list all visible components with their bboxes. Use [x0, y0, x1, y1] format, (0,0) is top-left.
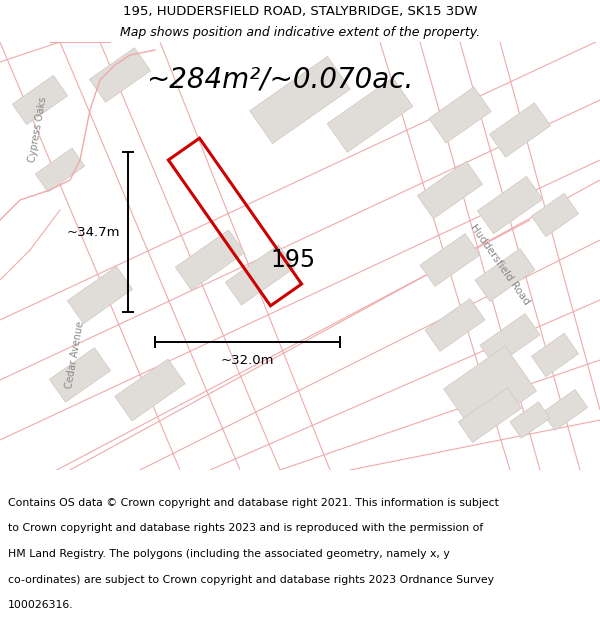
Polygon shape: [443, 346, 536, 434]
Text: Cedar Avenue: Cedar Avenue: [64, 321, 86, 389]
Polygon shape: [429, 87, 491, 143]
Polygon shape: [115, 359, 185, 421]
Polygon shape: [490, 102, 551, 158]
Text: Map shows position and indicative extent of the property.: Map shows position and indicative extent…: [120, 26, 480, 39]
Polygon shape: [250, 56, 350, 144]
Polygon shape: [226, 245, 295, 305]
Text: ~32.0m: ~32.0m: [221, 354, 274, 367]
Polygon shape: [67, 266, 133, 324]
Text: 195, HUDDERSFIELD ROAD, STALYBRIDGE, SK15 3DW: 195, HUDDERSFIELD ROAD, STALYBRIDGE, SK1…: [123, 5, 477, 18]
Text: Huddersfield Road: Huddersfield Road: [469, 223, 532, 307]
Polygon shape: [35, 148, 85, 192]
Polygon shape: [327, 78, 413, 152]
Polygon shape: [89, 48, 151, 102]
Text: ~284m²/~0.070ac.: ~284m²/~0.070ac.: [146, 66, 413, 94]
Polygon shape: [542, 389, 587, 431]
Text: HM Land Registry. The polygons (including the associated geometry, namely x, y: HM Land Registry. The polygons (includin…: [8, 549, 449, 559]
Text: co-ordinates) are subject to Crown copyright and database rights 2023 Ordnance S: co-ordinates) are subject to Crown copyr…: [8, 574, 494, 584]
Polygon shape: [13, 76, 68, 124]
Polygon shape: [418, 161, 482, 219]
Text: to Crown copyright and database rights 2023 and is reproduced with the permissio: to Crown copyright and database rights 2…: [8, 524, 483, 534]
Polygon shape: [49, 348, 110, 403]
Polygon shape: [425, 299, 485, 351]
Polygon shape: [175, 230, 245, 290]
Polygon shape: [475, 249, 535, 301]
Text: ~34.7m: ~34.7m: [67, 226, 120, 239]
Polygon shape: [510, 402, 550, 438]
Polygon shape: [420, 234, 480, 286]
Text: 100026316.: 100026316.: [8, 600, 73, 610]
Polygon shape: [478, 176, 542, 234]
Text: 195: 195: [270, 248, 315, 272]
Text: Contains OS data © Crown copyright and database right 2021. This information is : Contains OS data © Crown copyright and d…: [8, 498, 499, 508]
Polygon shape: [532, 333, 578, 377]
Polygon shape: [480, 314, 540, 366]
Text: Cypress Oaks: Cypress Oaks: [28, 96, 49, 164]
Polygon shape: [532, 193, 578, 237]
Polygon shape: [458, 388, 522, 442]
